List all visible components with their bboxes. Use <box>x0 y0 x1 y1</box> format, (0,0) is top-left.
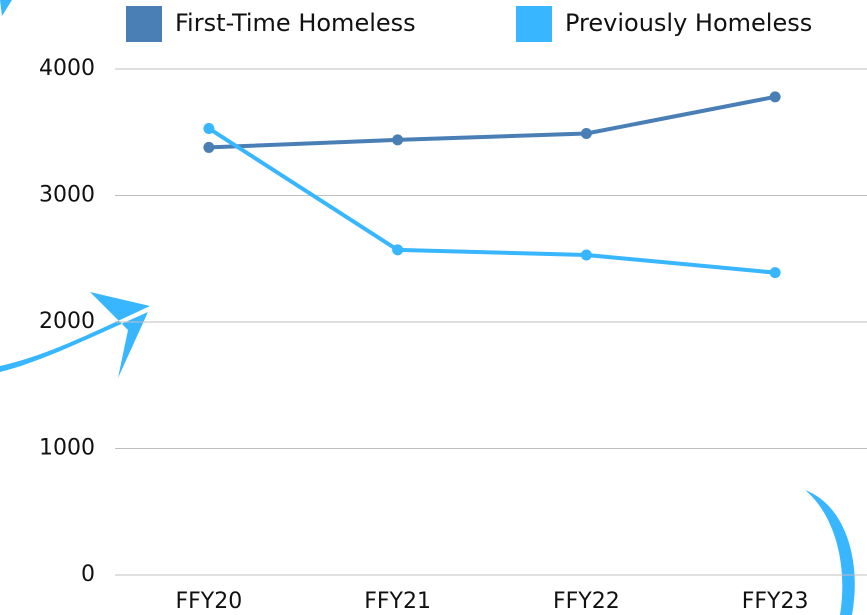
brush-arrow <box>0 292 150 378</box>
y-tick-label: 0 <box>81 562 95 587</box>
decoration <box>0 0 855 615</box>
y-tick-label: 1000 <box>39 436 95 461</box>
series-line <box>209 97 775 148</box>
y-tick-label: 4000 <box>39 56 95 81</box>
x-tick-label: FFY21 <box>364 589 431 614</box>
point-marker <box>581 249 592 260</box>
chart: First-Time Homeless Previously Homeless 0… <box>0 0 867 615</box>
y-tick-label: 3000 <box>39 183 95 208</box>
page: {"chart_data": {"type": "line", "categor… <box>0 0 867 615</box>
legend-swatch <box>516 6 552 42</box>
point-marker <box>203 123 214 134</box>
legend-label: First-Time Homeless <box>175 9 416 37</box>
point-marker <box>770 267 781 278</box>
legend: First-Time Homeless Previously Homeless <box>126 6 812 42</box>
x-tick-label: FFY22 <box>553 589 620 614</box>
legend-label: Previously Homeless <box>565 9 812 37</box>
point-marker <box>770 91 781 102</box>
point-marker <box>581 128 592 139</box>
x-tick-label: FFY23 <box>742 589 809 614</box>
brush-curve <box>805 490 855 615</box>
x-tick-label: FFY20 <box>176 589 243 614</box>
point-marker <box>392 244 403 255</box>
y-tick-label: 2000 <box>39 309 95 334</box>
brush-corner <box>0 0 12 16</box>
legend-swatch <box>126 6 162 42</box>
series-line <box>209 128 775 272</box>
point-marker <box>392 134 403 145</box>
point-marker <box>203 142 214 153</box>
